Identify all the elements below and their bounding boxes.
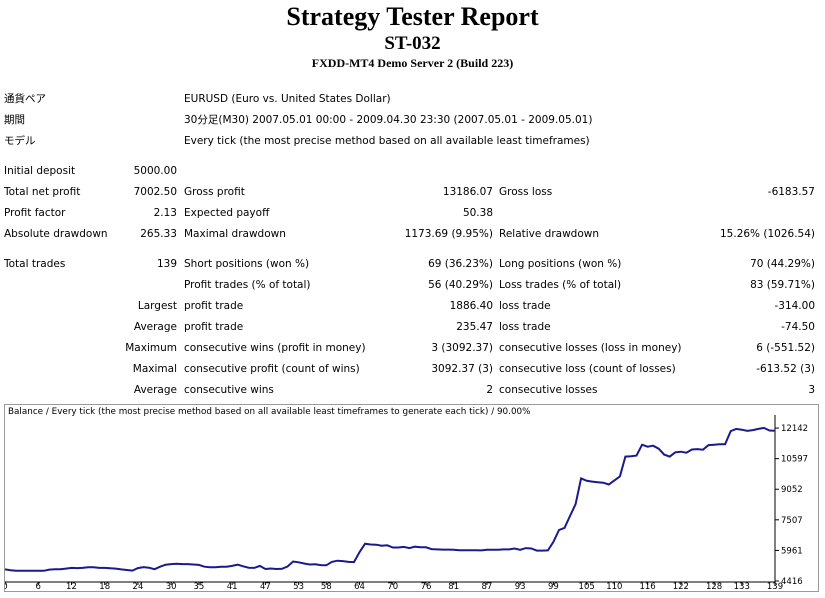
chart-axes bbox=[5, 415, 776, 583]
average2-label: Average bbox=[133, 384, 177, 396]
chart-title: Balance / Every tick (the most precise m… bbox=[8, 407, 531, 417]
max-consecutive-wins-label: consecutive wins (profit in money) bbox=[184, 342, 366, 354]
total-trades-label: Total trades bbox=[4, 258, 66, 270]
y-tick-label: 7507 bbox=[781, 516, 803, 526]
y-tick-label: 5961 bbox=[781, 546, 803, 556]
maximal-drawdown-label: Maximal drawdown bbox=[184, 228, 286, 240]
x-tick-label: 93 bbox=[515, 582, 526, 591]
profit-factor-value: 2.13 bbox=[153, 207, 177, 219]
server-name: FXDD-MT4 Demo Server 2 (Build 223) bbox=[311, 56, 514, 70]
avg-consecutive-wins-value: 2 bbox=[486, 384, 493, 396]
loss-trades-value: 83 (59.71%) bbox=[750, 279, 815, 291]
largest-loss-label: loss trade bbox=[499, 300, 551, 312]
x-tick-label: 76 bbox=[421, 582, 432, 591]
balance-chart-svg: 0 6 12 18 24 30 35 41 47 53 58 64 70 76 81 87 93 99 105 110… bbox=[5, 415, 808, 591]
maximal-consecutive-loss-value: -613.52 (3) bbox=[756, 363, 815, 375]
x-tick-label: 110 bbox=[606, 582, 622, 591]
gross-loss-value: -6183.57 bbox=[767, 186, 815, 198]
initial-deposit-label: Initial deposit bbox=[4, 165, 76, 177]
x-tick-label: 35 bbox=[193, 582, 204, 591]
gross-profit-label: Gross profit bbox=[184, 186, 245, 198]
max-consecutive-losses-value: 6 (-551.52) bbox=[756, 342, 815, 354]
maximal-drawdown-value: 1173.69 (9.95%) bbox=[404, 228, 493, 240]
x-tick-label: 64 bbox=[354, 582, 365, 591]
y-tick-label: 12142 bbox=[781, 424, 808, 434]
total-net-profit-label: Total net profit bbox=[4, 186, 81, 198]
largest-loss-value: -314.00 bbox=[774, 300, 815, 312]
avg-consecutive-losses-label: consecutive losses bbox=[499, 384, 598, 396]
x-tick-label: 18 bbox=[99, 582, 110, 591]
max-consecutive-wins-value: 3 (3092.37) bbox=[431, 342, 493, 354]
info-value-model: Every tick (the most precise method base… bbox=[184, 135, 590, 147]
x-tick-label: 30 bbox=[166, 582, 177, 591]
relative-drawdown-value: 15.26% (1026.54) bbox=[720, 228, 815, 240]
x-tick-label: 116 bbox=[639, 582, 655, 591]
max-consecutive-losses-label: consecutive losses (loss in money) bbox=[499, 342, 682, 354]
initial-deposit-value: 5000.00 bbox=[133, 165, 177, 177]
info-label-symbol: 通貨ペア bbox=[4, 93, 46, 105]
info-label-period: 期間 bbox=[4, 114, 25, 126]
average-loss-value: -74.50 bbox=[781, 321, 815, 333]
x-tick-label: 53 bbox=[293, 582, 304, 591]
largest-profit-label: profit trade bbox=[184, 300, 244, 312]
relative-drawdown-label: Relative drawdown bbox=[499, 228, 600, 240]
long-positions-label: Long positions (won %) bbox=[499, 258, 622, 270]
x-tick-label: 70 bbox=[387, 582, 398, 591]
x-tick-label: 58 bbox=[321, 582, 332, 591]
expert-name: ST-032 bbox=[384, 33, 441, 54]
y-tick-label: 9052 bbox=[781, 485, 803, 495]
x-tick-label: 122 bbox=[673, 582, 689, 591]
maximum-label: Maximum bbox=[125, 342, 177, 354]
balance-chart: Balance / Every tick (the most precise m… bbox=[4, 404, 819, 592]
expected-payoff-label: Expected payoff bbox=[184, 207, 270, 219]
gross-profit-value: 13186.07 bbox=[442, 186, 493, 198]
x-tick-label: 47 bbox=[260, 582, 271, 591]
maximal-consecutive-profit-value: 3092.37 (3) bbox=[431, 363, 493, 375]
x-tick-label: 41 bbox=[227, 582, 238, 591]
profit-factor-label: Profit factor bbox=[4, 207, 66, 219]
info-label-model: モデル bbox=[4, 135, 36, 147]
profit-trades-value: 56 (40.29%) bbox=[428, 279, 493, 291]
balance-series-line bbox=[5, 426, 776, 572]
x-tick-label: 139 bbox=[767, 582, 783, 591]
x-tick-label: 133 bbox=[734, 582, 750, 591]
x-tick-label: 24 bbox=[133, 582, 144, 591]
average-profit-value: 235.47 bbox=[456, 321, 493, 333]
x-tick-label: 12 bbox=[66, 582, 77, 591]
x-tick-label: 0 bbox=[5, 582, 8, 591]
absolute-drawdown-value: 265.33 bbox=[140, 228, 177, 240]
maximal-label: Maximal bbox=[132, 363, 177, 375]
avg-consecutive-losses-value: 3 bbox=[808, 384, 815, 396]
info-value-period: 30分足(M30) 2007.05.01 00:00 - 2009.04.30 … bbox=[184, 114, 593, 126]
avg-consecutive-wins-label: consecutive wins bbox=[184, 384, 274, 396]
report-title: Strategy Tester Report bbox=[286, 2, 539, 31]
largest-profit-value: 1886.40 bbox=[449, 300, 493, 312]
maximal-consecutive-profit-label: consecutive profit (count of wins) bbox=[184, 363, 360, 375]
average-label: Average bbox=[133, 321, 177, 333]
long-positions-value: 70 (44.29%) bbox=[750, 258, 815, 270]
average-profit-label: profit trade bbox=[184, 321, 244, 333]
short-positions-value: 69 (36.23%) bbox=[428, 258, 493, 270]
total-net-profit-value: 7002.50 bbox=[133, 186, 177, 198]
absolute-drawdown-label: Absolute drawdown bbox=[4, 228, 108, 240]
y-tick-label: 10597 bbox=[781, 455, 808, 465]
gross-loss-label: Gross loss bbox=[499, 186, 553, 198]
x-tick-label: 81 bbox=[448, 582, 459, 591]
maximal-consecutive-loss-label: consecutive loss (count of losses) bbox=[499, 363, 676, 375]
average-loss-label: loss trade bbox=[499, 321, 551, 333]
x-tick-label: 99 bbox=[548, 582, 559, 591]
x-tick-label: 105 bbox=[579, 582, 595, 591]
profit-trades-label: Profit trades (% of total) bbox=[184, 279, 311, 291]
largest-label: Largest bbox=[137, 300, 177, 312]
x-tick-label: 128 bbox=[706, 582, 722, 591]
short-positions-label: Short positions (won %) bbox=[184, 258, 310, 270]
expected-payoff-value: 50.38 bbox=[462, 207, 493, 219]
total-trades-value: 139 bbox=[156, 258, 177, 270]
loss-trades-label: Loss trades (% of total) bbox=[499, 279, 622, 291]
x-tick-label: 87 bbox=[482, 582, 493, 591]
x-tick-label: 6 bbox=[36, 582, 41, 591]
info-value-symbol: EURUSD (Euro vs. United States Dollar) bbox=[184, 93, 391, 105]
y-tick-label: 4416 bbox=[781, 577, 803, 587]
